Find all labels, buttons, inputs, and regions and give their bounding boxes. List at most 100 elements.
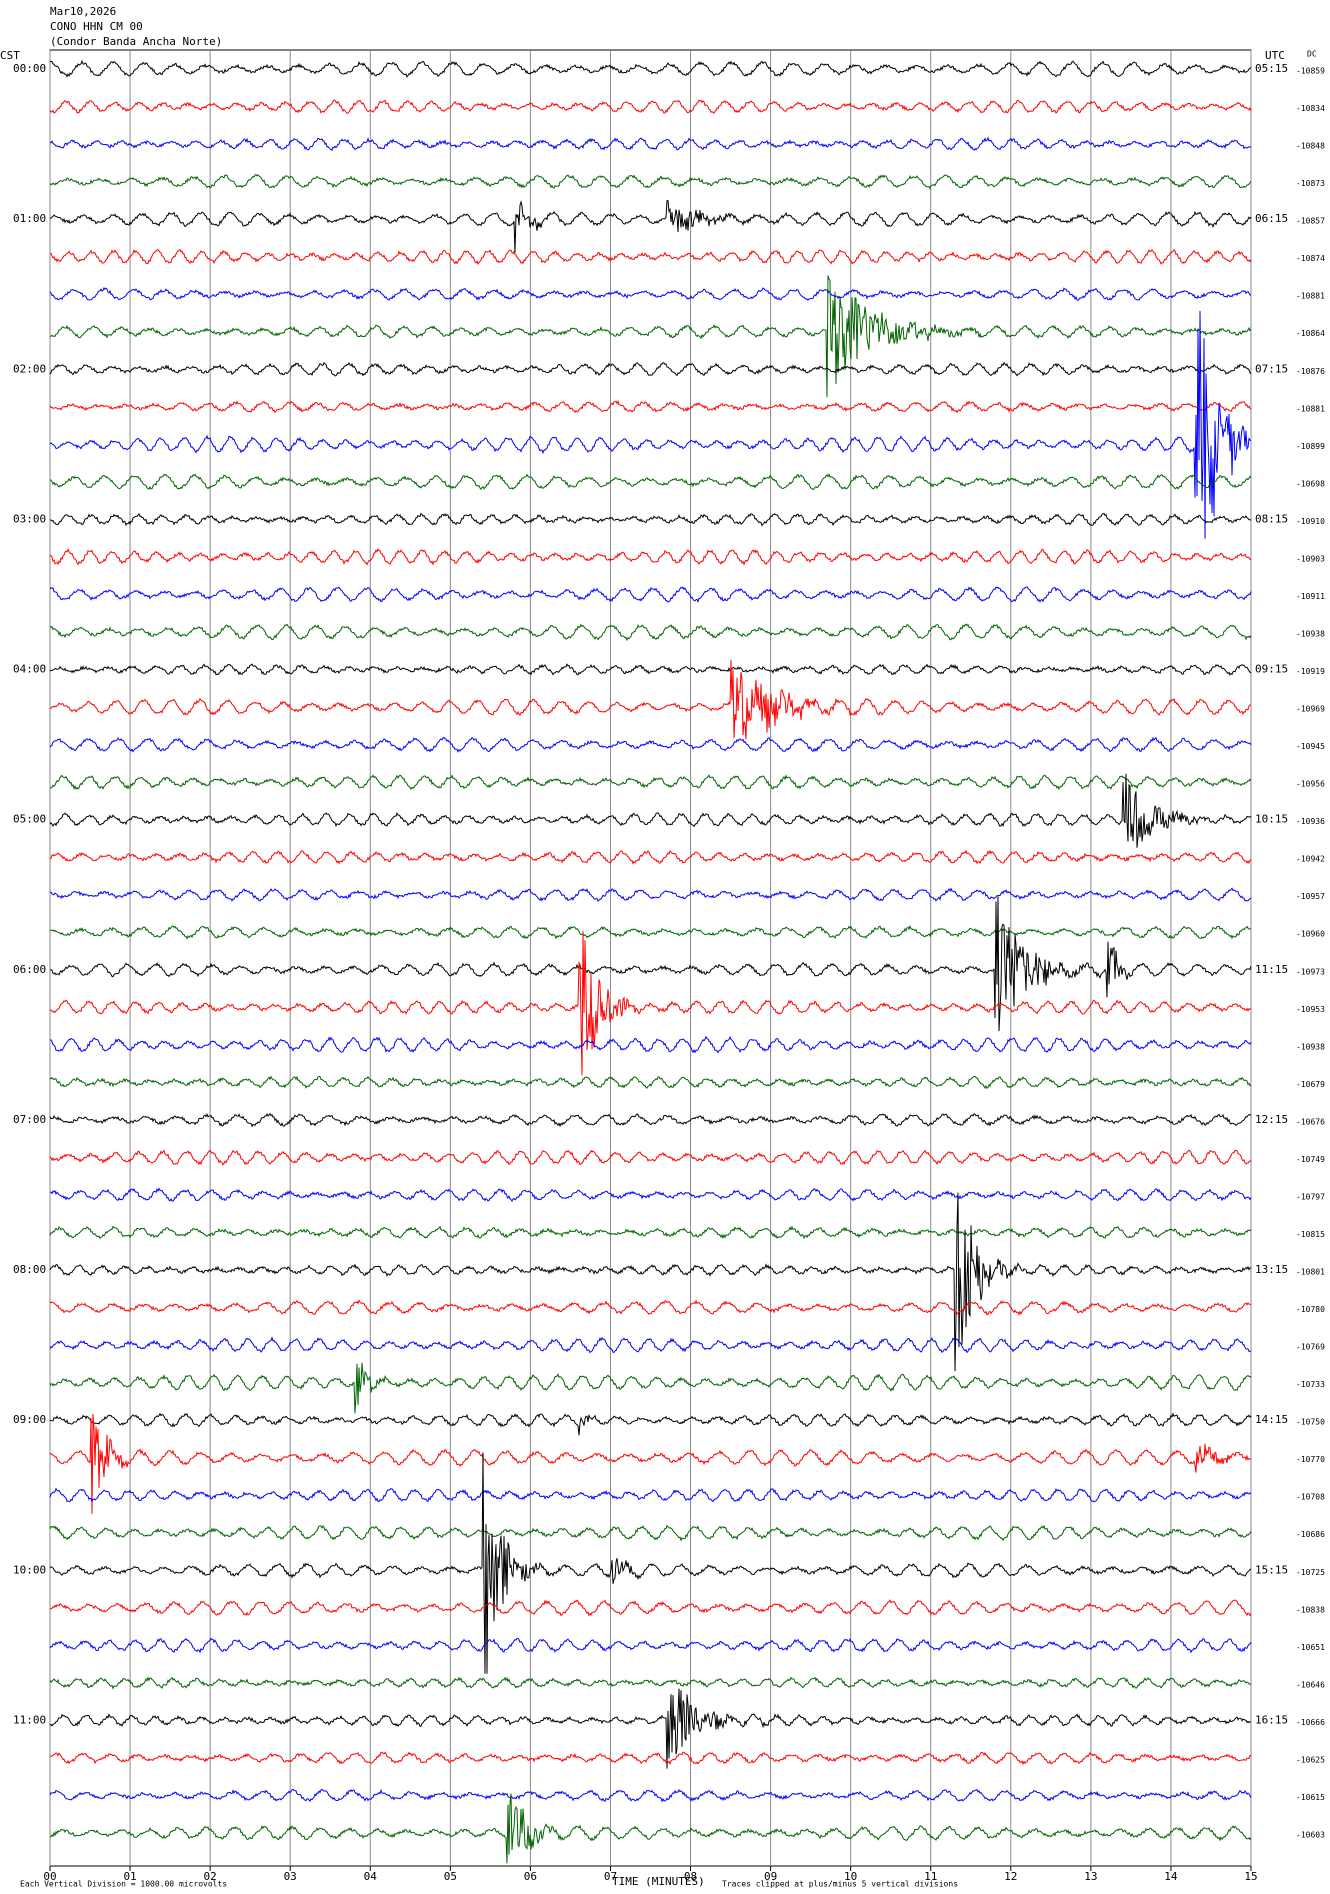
trace (49, 400, 1252, 414)
utc-label: 11:15 (1255, 963, 1288, 976)
trace (49, 663, 1252, 676)
x-tick-label: 15 (1244, 1870, 1257, 1883)
cst-label: 06:00 (13, 963, 46, 976)
cst-label: 09:00 (13, 1413, 46, 1426)
trace (49, 623, 1252, 642)
dc-value: -10919 (1296, 667, 1325, 676)
trace (49, 896, 1252, 1032)
utc-label: 06:15 (1255, 212, 1288, 225)
dc-value: -10603 (1296, 1831, 1325, 1840)
trace (49, 473, 1252, 491)
trace (49, 1035, 1252, 1054)
dc-value: -10910 (1296, 517, 1325, 526)
trace (49, 1225, 1252, 1240)
trace (49, 1487, 1252, 1503)
dc-value: -10625 (1296, 1755, 1325, 1764)
title-line: (Condor Banda Ancha Norte) (50, 35, 222, 48)
dc-value: -10615 (1296, 1793, 1325, 1802)
trace (49, 1793, 1252, 1864)
trace (49, 1299, 1252, 1317)
dc-value: -10936 (1296, 817, 1325, 826)
dc-value: -10881 (1296, 292, 1325, 301)
x-tick-label: 13 (1084, 1870, 1097, 1883)
dc-value: -10973 (1296, 967, 1325, 976)
dc-value: -10938 (1296, 629, 1325, 638)
utc-label: 09:15 (1255, 663, 1288, 676)
utc-label: 14:15 (1255, 1413, 1288, 1426)
dc-value: -10679 (1296, 1080, 1325, 1089)
dc-value: -10969 (1296, 705, 1325, 714)
dc-value: -10864 (1296, 329, 1325, 338)
trace (49, 849, 1252, 865)
x-tick-label: 10 (844, 1870, 857, 1883)
trace (49, 287, 1252, 301)
trace (49, 1075, 1252, 1090)
trace (49, 1524, 1252, 1542)
trace (49, 1112, 1252, 1128)
dc-value: -10911 (1296, 592, 1325, 601)
dc-value: -10646 (1296, 1680, 1325, 1689)
scale-note: Each Vertical Division = 1000.00 microvo… (20, 1880, 227, 1889)
trace (50, 512, 1252, 527)
trace (49, 1412, 1252, 1436)
trace (49, 774, 1252, 791)
dc-value: -10938 (1296, 1042, 1325, 1051)
trace (49, 174, 1252, 190)
utc-label: 10:15 (1255, 813, 1288, 826)
trace (49, 931, 1252, 1076)
trace (49, 1149, 1252, 1166)
title-line: CONO HHN CM 00 (50, 20, 143, 33)
dc-value: -10708 (1296, 1493, 1325, 1502)
trace (49, 275, 1252, 398)
dc-value: -10960 (1296, 930, 1325, 939)
x-tick-label: 01 (123, 1870, 136, 1883)
trace (49, 887, 1252, 902)
trace (49, 773, 1252, 848)
dc-value: -10797 (1296, 1192, 1325, 1201)
utc-label: 13:15 (1255, 1263, 1288, 1276)
x-tick-label: 14 (1164, 1870, 1178, 1883)
dc-value: -10859 (1296, 67, 1325, 76)
dc-value: -10876 (1296, 367, 1325, 376)
dc-value: -10848 (1296, 142, 1325, 151)
utc-label: 15:15 (1255, 1563, 1288, 1576)
trace (49, 1599, 1252, 1617)
dc-value: -10899 (1296, 442, 1325, 451)
x-tick-label: 09 (764, 1870, 777, 1883)
cst-label: 03:00 (13, 512, 46, 525)
trace (49, 1362, 1252, 1414)
dc-value: -10957 (1296, 892, 1325, 901)
clip-note: Traces clipped at plus/minus 5 vertical … (722, 1880, 958, 1889)
dc-value: -10725 (1296, 1568, 1325, 1577)
dc-value: -10874 (1296, 254, 1325, 263)
x-tick-label: 03 (284, 1870, 297, 1883)
dc-value: -10750 (1296, 1418, 1325, 1427)
dc-value: -10749 (1296, 1155, 1325, 1164)
dc-value: -10815 (1296, 1230, 1325, 1239)
trace (49, 586, 1252, 604)
left-axis-label: CST (0, 49, 20, 62)
dc-value: -10686 (1296, 1530, 1325, 1539)
trace (49, 59, 1252, 78)
utc-label: 07:15 (1255, 362, 1288, 375)
dc-value: -10770 (1296, 1455, 1325, 1464)
x-axis-label: TIME (MINUTES) (612, 1875, 705, 1888)
x-tick-label: 08 (684, 1870, 697, 1883)
utc-label: 05:15 (1255, 62, 1288, 75)
trace (49, 1788, 1252, 1803)
trace (49, 200, 1252, 253)
x-tick-label: 11 (924, 1870, 937, 1883)
trace (49, 548, 1252, 566)
x-tick-label: 05 (444, 1870, 457, 1883)
utc-label: 12:15 (1255, 1113, 1288, 1126)
plot-frame (49, 49, 1252, 1867)
dc-value: -10801 (1296, 1268, 1325, 1277)
trace (49, 1413, 1252, 1514)
dc-value: -10956 (1296, 780, 1325, 789)
trace (49, 99, 1252, 114)
title-line: Mar10,2026 (50, 5, 116, 18)
x-tick-label: 06 (524, 1870, 537, 1883)
trace (49, 136, 1252, 151)
x-tick-label: 02 (204, 1870, 217, 1883)
